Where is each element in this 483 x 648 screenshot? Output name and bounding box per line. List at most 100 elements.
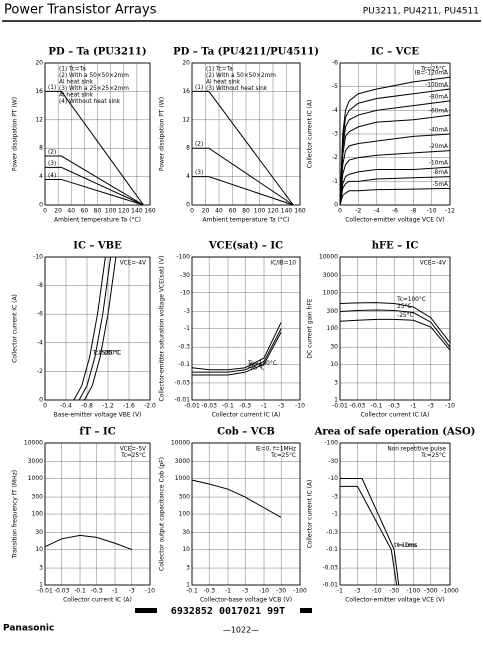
annotation: VCE=-4V [120,261,146,267]
chart-title: Cob – VCB [217,427,275,438]
y-tick-label: 16 [35,88,43,95]
curve [192,90,294,206]
chart-title: PD – Ta (PU4211/PU4511) [173,47,319,58]
x-tick-label: -3 [242,588,248,595]
y-tick-label: -4 [332,107,338,114]
y-tick-label: -30 [328,458,338,465]
y-tick-label: 30 [35,529,43,536]
plot-frame [339,256,451,401]
y-tick-label: 3 [334,379,338,386]
x-tick-label: 60 [81,208,89,215]
curve [339,166,451,206]
y-tick-label: 300 [179,494,191,501]
annotation: Tc=25°C [420,67,446,73]
x-axis-label: Collector-base voltage VCB (V) [200,597,292,604]
y-tick-label: -0.01 [174,397,190,404]
x-tick-label: -100 [407,588,421,595]
plot-frame [191,62,301,206]
plot-frame [191,442,301,586]
x-tick-label: -300 [424,588,438,595]
curve [340,485,398,586]
x-tick-label: 140 [131,208,143,215]
series-label: -8mA [433,170,448,176]
y-tick-label: 1 [186,582,190,589]
curve [339,318,451,351]
y-tick-label: -0.3 [326,529,338,536]
curve [192,328,282,373]
barcode-text: 6932852 0017021 99T [171,606,285,617]
annotation: Tc=25°C [120,453,146,459]
x-axis-label: Base-emitter voltage VBE (V) [54,412,142,419]
x-tick-label: -0.1 [74,588,86,595]
series-label: 25°C [397,304,411,310]
curve [45,90,144,206]
series-label: t=10ms [394,543,417,549]
x-axis-label: Collector current IC (A) [63,597,132,604]
x-tick-label: -10 [145,588,155,595]
plot-frame [191,256,301,401]
y-tick-label: 8 [39,145,43,152]
x-tick-label: 60 [229,208,237,215]
x-tick-label: -0.1 [222,403,234,410]
y-tick-label: 3 [39,565,43,572]
series-label: -25°C [103,351,119,357]
y-tick-label: -1 [332,178,338,185]
plot-frame [44,256,151,401]
series-label: 25°C [248,363,262,369]
y-tick-label: -2 [332,154,338,161]
x-tick-label: -1000 [441,588,459,595]
x-tick-label: 160 [294,208,306,215]
chart-title: fT – IC [79,427,115,438]
x-tick-label: -10 [372,588,382,595]
series-label: Tc=100°C [396,297,426,303]
x-tick-label: 40 [215,208,223,215]
series-label: Tc=100°C [247,361,277,367]
y-tick-label: -10 [180,289,190,296]
y-tick-label: 1000 [323,289,338,296]
x-tick-label: 0 [338,208,342,215]
brand: Panasonic [3,624,54,634]
series-label: (2) [195,142,203,148]
x-tick-label: -0.3 [388,403,400,410]
y-tick-label: -100 [324,440,338,447]
x-tick-label: -1.2 [102,403,114,410]
annotation: IE=0, f=1MHz [255,447,296,453]
x-tick-label: 140 [281,208,293,215]
y-axis-label: Collector current IC (A) [12,294,19,363]
chart-title: hFE – IC [372,241,419,252]
x-tick-label: -0.03 [350,403,366,410]
x-tick-label: 100 [254,208,266,215]
series-label: Tc=100°C [92,351,122,357]
y-tick-label: -100 [176,254,190,261]
series-label: IB=-120mA [415,71,448,77]
series-label: (4) [48,173,56,179]
x-tick-label: 80 [242,208,250,215]
curve [192,176,294,206]
curve [191,479,282,518]
curve [192,147,294,206]
curve [339,100,451,206]
y-tick-label: 100 [32,511,44,518]
x-tick-label: -3 [428,403,434,410]
plot-frame [339,442,451,586]
x-tick-label: -8 [410,208,416,215]
x-tick-label: 160 [144,208,156,215]
annotation: VCE=-4V [420,261,446,267]
chart-title: IC – VBE [73,241,122,252]
y-tick-label: 10000 [24,440,43,447]
x-tick-label: 20 [202,208,210,215]
y-tick-label: 3000 [323,272,338,279]
x-tick-label: -3 [355,588,361,595]
x-tick-label: -12 [445,208,455,215]
x-tick-label: -10 [427,208,437,215]
y-tick-label: -3 [184,308,190,315]
x-tick-label: -10 [259,588,269,595]
curve [339,114,451,206]
chart-title: VCE(sat) – IC [208,241,283,252]
y-tick-label: -5 [332,83,338,90]
x-axis-label: Ambient temperature Ta (°C) [54,217,141,224]
plot-frame [44,442,151,586]
annotation: (3) Without heat sink [206,86,268,92]
x-tick-label: -2.0 [144,403,156,410]
y-tick-label: 20 [182,60,190,67]
